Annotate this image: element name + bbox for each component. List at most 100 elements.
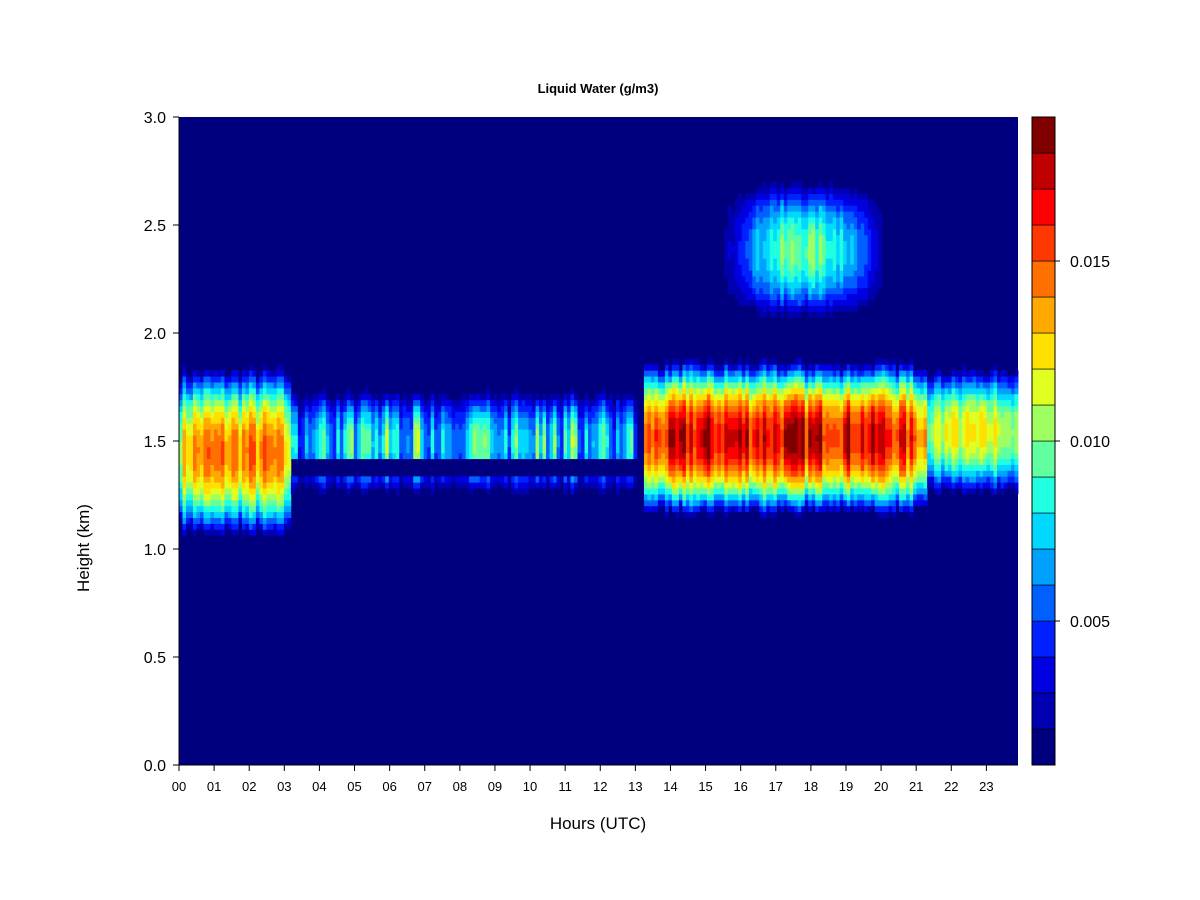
heatmap-cell — [857, 264, 862, 271]
heatmap-cell — [776, 270, 781, 277]
heatmap-cell — [476, 452, 481, 460]
heatmap-cell — [734, 435, 739, 442]
heatmap-cell — [752, 488, 757, 495]
heatmap-cell — [888, 446, 893, 454]
heatmap-cell — [755, 205, 760, 212]
heatmap-cell — [409, 446, 414, 454]
heatmap-cell — [643, 429, 648, 436]
heatmap-cell — [773, 417, 778, 424]
heatmap-cell — [185, 499, 190, 507]
heatmap-cell — [332, 441, 337, 448]
heatmap-cell — [647, 411, 652, 418]
heatmap-cell — [794, 217, 799, 224]
heatmap-cell — [902, 458, 907, 465]
heatmap-cell — [661, 488, 666, 495]
heatmap-cell — [357, 417, 362, 424]
heatmap-cell — [315, 411, 320, 418]
heatmap-cell — [241, 470, 246, 477]
heatmap-cell — [444, 435, 449, 442]
heatmap-cell — [766, 387, 771, 395]
heatmap-cell — [189, 482, 194, 489]
heatmap-cell — [227, 399, 232, 407]
heatmap-cell — [769, 181, 774, 189]
heatmap-cell — [685, 511, 690, 518]
heatmap-cell — [867, 429, 872, 436]
heatmap-cell — [220, 494, 225, 501]
heatmap-cell — [780, 405, 785, 412]
heatmap-cell — [269, 446, 274, 454]
heatmap-cell — [815, 441, 820, 448]
heatmap-cell — [430, 399, 435, 407]
heatmap-cell — [794, 276, 799, 283]
heatmap-cell — [902, 376, 907, 383]
heatmap-cell — [780, 370, 785, 377]
heatmap-cell — [612, 441, 617, 448]
heatmap-cell — [455, 411, 460, 418]
heatmap-cell — [752, 411, 757, 418]
heatmap-cell — [643, 476, 648, 483]
heatmap-cell — [888, 452, 893, 460]
heatmap-cell — [189, 393, 194, 401]
heatmap-cell — [423, 411, 428, 418]
heatmap-cell — [783, 446, 788, 454]
heatmap-cell — [839, 234, 844, 242]
heatmap-cell — [203, 476, 208, 483]
heatmap-cell — [794, 441, 799, 448]
heatmap-cell — [759, 417, 764, 424]
heatmap-cell — [245, 441, 250, 448]
heatmap-cell — [189, 411, 194, 418]
heatmap-cell — [836, 423, 841, 430]
heatmap-cell — [780, 423, 785, 430]
heatmap-cell — [518, 446, 522, 454]
heatmap-cell — [657, 482, 662, 489]
heatmap-cell — [287, 494, 292, 501]
heatmap-cell — [542, 423, 547, 430]
heatmap-cell — [591, 435, 596, 442]
heatmap-cell — [825, 387, 830, 395]
heatmap-cell — [420, 446, 425, 454]
heatmap-cell — [748, 499, 753, 507]
heatmap-cell — [217, 423, 222, 430]
heatmap-cell — [287, 505, 292, 513]
heatmap-cell — [388, 399, 393, 407]
heatmap-cell — [804, 482, 809, 489]
heatmap-cell — [206, 494, 211, 501]
heatmap-cell — [790, 246, 795, 253]
heatmap-cell — [815, 405, 820, 412]
heatmap-cell — [577, 411, 582, 418]
heatmap-cell — [479, 446, 484, 454]
heatmap-cell — [801, 399, 806, 407]
heatmap-cell — [591, 399, 596, 407]
heatmap-cell — [731, 246, 736, 253]
heatmap-cell — [832, 223, 837, 230]
heatmap-cell — [790, 494, 795, 501]
heatmap-cell — [846, 211, 851, 218]
heatmap-cell — [871, 205, 876, 212]
heatmap-cell — [413, 482, 418, 489]
heatmap-cell — [776, 246, 781, 253]
heatmap-cell — [378, 399, 383, 407]
heatmap-cell — [853, 187, 858, 194]
heatmap-cell — [811, 287, 816, 295]
heatmap-cell — [213, 405, 218, 412]
heatmap-cell — [811, 488, 816, 495]
heatmap-cell — [493, 435, 498, 442]
heatmap-cell — [766, 499, 771, 507]
heatmap-cell — [836, 240, 841, 247]
heatmap-cell — [727, 264, 732, 271]
heatmap-cell — [797, 482, 802, 489]
heatmap-cell — [720, 446, 725, 454]
heatmap-cell — [521, 488, 526, 495]
heatmap-cell — [451, 399, 456, 407]
heatmap-cell — [469, 405, 474, 412]
heatmap-cell — [308, 476, 313, 483]
heatmap-cell — [853, 299, 858, 306]
heatmap-cell — [588, 429, 592, 436]
heatmap-cell — [528, 441, 533, 448]
heatmap-cell — [210, 529, 215, 536]
heatmap-cell — [409, 441, 414, 448]
heatmap-cell — [511, 417, 515, 424]
heatmap-cell — [441, 411, 446, 418]
heatmap-cell — [441, 423, 446, 430]
heatmap-cell — [734, 199, 739, 206]
